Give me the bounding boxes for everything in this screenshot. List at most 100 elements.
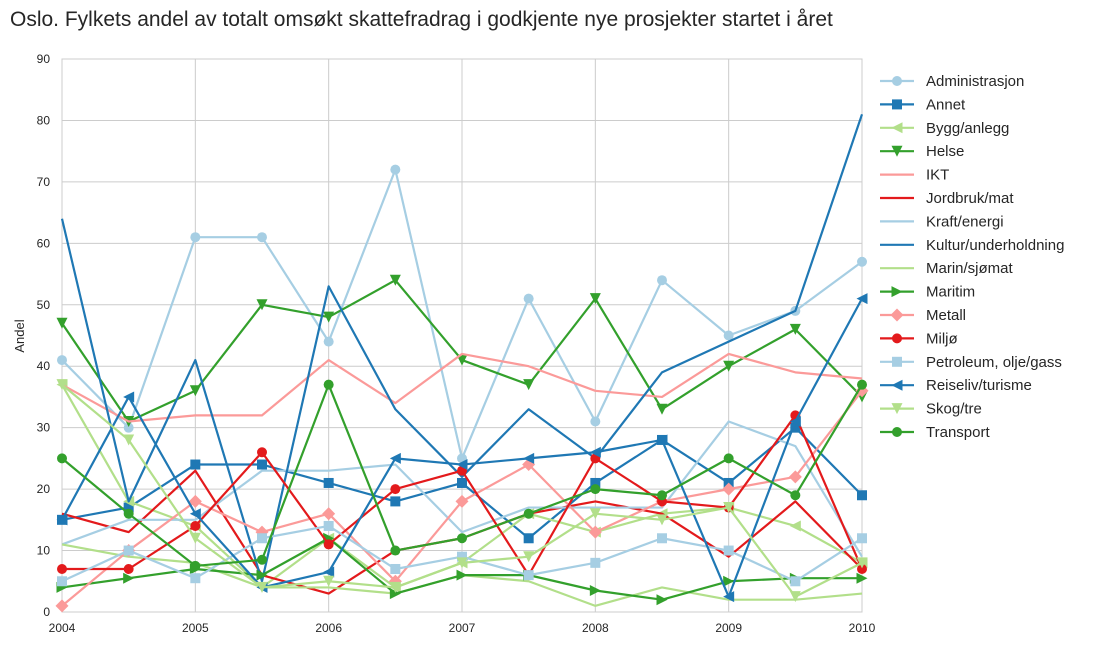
y-axis-label: Andel xyxy=(12,319,27,352)
data-point-skog-tre xyxy=(389,581,401,593)
data-point-metall xyxy=(55,599,69,613)
data-point-administrasjon xyxy=(323,336,334,347)
legend-label: Petroleum, olje/gass xyxy=(926,354,1062,371)
data-point-reiseliv-turisme xyxy=(789,416,801,428)
data-point-skog-tre xyxy=(723,502,735,514)
data-point-transport xyxy=(723,453,734,464)
data-point-administrasjon xyxy=(390,164,401,175)
series-kraft-energi xyxy=(61,420,863,558)
data-point-miljø xyxy=(323,539,334,550)
data-point-helse xyxy=(56,317,68,329)
data-point-maritim xyxy=(256,569,268,581)
data-point-reiseliv-turisme xyxy=(389,452,401,464)
data-point-helse xyxy=(589,293,601,305)
data-point-helse xyxy=(523,379,535,391)
data-point-petroleum-olje-gass xyxy=(323,520,334,531)
data-point-maritim xyxy=(456,569,468,581)
legend-marker xyxy=(892,99,902,110)
data-point-reiseliv-turisme xyxy=(856,293,868,305)
data-point-reiseliv-turisme xyxy=(189,508,201,520)
legend-label: Administrasjon xyxy=(926,73,1024,90)
data-point-transport xyxy=(390,545,401,556)
x-tick-label: 2004 xyxy=(49,621,76,635)
series-line-kraft-energi xyxy=(61,420,863,558)
data-point-skog-tre xyxy=(56,379,68,391)
data-point-administrasjon xyxy=(257,232,267,243)
data-point-skog-tre xyxy=(256,581,268,593)
legend-label: Helse xyxy=(926,143,964,160)
legend-item-ikt: IKT xyxy=(880,167,949,184)
y-axis-ticks: 0 10 20 30 40 50 60 70 80 90 xyxy=(37,52,51,619)
data-point-administrasjon xyxy=(857,256,867,267)
data-point-annet xyxy=(123,502,134,513)
data-point-petroleum-olje-gass xyxy=(257,533,267,544)
data-point-maritim xyxy=(589,584,601,596)
data-point-reiseliv-turisme xyxy=(123,391,135,403)
data-point-metall xyxy=(588,525,602,539)
data-point-annet xyxy=(457,477,467,488)
legend-label: Kultur/underholdning xyxy=(926,237,1064,254)
legend-marker xyxy=(891,379,903,391)
legend-label: Metall xyxy=(926,307,966,324)
data-point-transport xyxy=(523,508,534,519)
legend-label: Reiseliv/turisme xyxy=(926,377,1032,394)
data-point-maritim xyxy=(723,575,735,587)
legend-item-maritim: Maritim xyxy=(880,284,975,301)
data-point-transport xyxy=(123,508,134,519)
data-point-skog-tre xyxy=(323,575,335,587)
legend-marker xyxy=(892,333,902,344)
data-point-miljø xyxy=(857,563,867,574)
legend: Administrasjon Annet Bygg/anlegg Helse IKT Jo… xyxy=(880,73,1064,441)
legend-label: Miljø xyxy=(926,330,958,347)
y-tick-label: 50 xyxy=(37,298,51,312)
series-group xyxy=(55,113,869,613)
data-point-skog-tre xyxy=(189,532,201,544)
data-point-helse xyxy=(656,403,668,415)
data-point-miljø xyxy=(390,484,401,495)
data-point-petroleum-olje-gass xyxy=(57,576,67,587)
data-point-miljø xyxy=(257,447,267,458)
legend-item-kultur-underholdning: Kultur/underholdning xyxy=(880,237,1064,254)
y-tick-label: 20 xyxy=(37,482,51,496)
data-point-miljø xyxy=(123,563,134,574)
data-point-transport xyxy=(257,554,267,565)
y-tick-label: 80 xyxy=(37,113,51,127)
data-point-maritim xyxy=(389,588,401,600)
y-tick-label: 60 xyxy=(37,236,51,250)
legend-label: IKT xyxy=(926,167,949,184)
legend-marker xyxy=(892,76,902,86)
legend-item-petroleum-olje-gass: Petroleum, olje/gass xyxy=(880,354,1062,371)
data-point-metall xyxy=(788,470,802,484)
series-reiseliv-turisme xyxy=(56,293,868,603)
legend-label: Transport xyxy=(926,424,990,441)
data-point-petroleum-olje-gass xyxy=(590,557,601,568)
data-point-metall xyxy=(188,494,202,508)
data-point-annet xyxy=(523,533,534,544)
x-axis-ticks: 2004 2005 2006 2007 2008 2009 2010 xyxy=(49,621,876,635)
data-point-skog-tre xyxy=(656,514,668,526)
data-point-transport xyxy=(323,379,334,390)
data-point-bygg-anlegg xyxy=(789,520,801,532)
chart-title: Oslo. Fylkets andel av totalt omsøkt ska… xyxy=(10,8,833,31)
legend-item-helse: Helse xyxy=(880,143,964,160)
data-point-reiseliv-turisme xyxy=(656,434,668,446)
data-point-petroleum-olje-gass xyxy=(190,573,201,584)
data-point-administrasjon xyxy=(57,355,67,366)
data-point-annet xyxy=(857,490,867,501)
y-tick-label: 90 xyxy=(37,52,51,66)
series-line-kultur-underholdning xyxy=(60,113,864,583)
data-point-helse xyxy=(389,274,401,286)
data-point-petroleum-olje-gass xyxy=(390,563,401,574)
legend-marker xyxy=(890,308,904,322)
data-point-transport xyxy=(857,379,867,390)
legend-item-marin-sjømat: Marin/sjømat xyxy=(880,260,1014,277)
data-point-petroleum-olje-gass xyxy=(790,576,801,587)
legend-item-kraft-energi: Kraft/energi xyxy=(880,213,1004,230)
legend-label: Maritim xyxy=(926,284,975,301)
legend-label: Marin/sjømat xyxy=(926,260,1014,277)
data-point-administrasjon xyxy=(190,232,201,243)
data-point-petroleum-olje-gass xyxy=(457,551,467,562)
data-point-metall xyxy=(455,494,469,508)
legend-label: Jordbruk/mat xyxy=(926,190,1014,207)
